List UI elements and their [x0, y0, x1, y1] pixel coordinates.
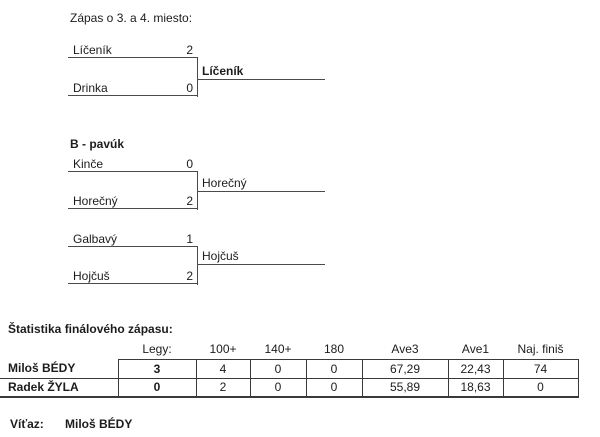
stats-value-ave3: 55,89	[361, 378, 448, 398]
stats-header-140plus: 140+	[264, 342, 292, 357]
stats-table: Legy: 100+ 140+ 180 Ave3 Ave1 Naj. finiš…	[0, 340, 579, 398]
stats-value-140plus: 0	[249, 378, 306, 398]
stats-header-180: 180	[323, 342, 345, 357]
stats-player-name: Miloš BÉDY	[0, 359, 118, 379]
stats-header-100plus: 100+	[209, 342, 237, 357]
final-winner-name: Miloš BÉDY	[65, 417, 133, 431]
player-score: 1	[186, 232, 193, 246]
stats-row-player2: Radek ŽYLA 0 2 0 0 55,89 18,63 0	[0, 378, 579, 398]
stats-value-140plus: 0	[249, 358, 306, 379]
stats-value-ave1: 22,43	[447, 358, 503, 379]
third-place-title: Zápas o 3. a 4. miesto:	[70, 11, 193, 25]
stats-value-ave3: 67,29	[361, 358, 448, 379]
stats-value-180: 0	[305, 358, 362, 379]
stats-value-best-finish: 74	[502, 358, 579, 379]
player-score: 2	[186, 43, 193, 57]
third-place-winner: Líčeník	[197, 64, 325, 80]
player-name: Horečný	[73, 194, 118, 208]
stats-header-ave3: Ave3	[391, 342, 419, 357]
stats-title: Štatistika finálového zápasu:	[8, 322, 173, 336]
player-score: 0	[186, 157, 193, 171]
third-place-row-player1: Líčeník 2	[68, 44, 198, 58]
player-name: Drinka	[73, 81, 108, 95]
stats-header-best-finish: Naj. finiš	[517, 342, 564, 357]
bracket-connector-line	[197, 247, 198, 285]
stats-header-row: Legy: 100+ 140+ 180 Ave3 Ave1 Naj. finiš	[0, 340, 578, 359]
third-place-row-player2: Drinka 0	[68, 82, 198, 96]
stats-value-100plus: 2	[195, 378, 250, 398]
bracket-b-match2-row-player1: Galbavý 1	[68, 233, 198, 247]
player-score: 2	[186, 269, 193, 283]
stats-header-ave1: Ave1	[461, 342, 490, 357]
player-name: Kinče	[73, 157, 104, 171]
stats-value-100plus: 4	[195, 358, 250, 379]
stats-row-player1: Miloš BÉDY 3 4 0 0 67,29 22,43 74	[0, 358, 579, 379]
bracket-b-match2-row-player2: Hojčuš 2	[68, 270, 198, 284]
stats-header-legy: Legy:	[142, 342, 172, 357]
bracket-b-match1-row-player2: Horečný 2	[68, 195, 198, 209]
player-name: Líčeník	[73, 43, 112, 57]
stats-value-180: 0	[305, 378, 362, 398]
final-winner-label: Víťaz:	[10, 417, 44, 431]
stats-header-empty	[0, 340, 118, 359]
bracket-b-match2-winner: Hojčuš	[197, 249, 325, 265]
player-score: 0	[186, 81, 193, 95]
player-name: Galbavý	[73, 232, 118, 246]
player-name: Hojčuš	[73, 269, 110, 283]
stats-value-legy: 3	[117, 358, 196, 379]
player-score: 2	[186, 194, 193, 208]
stats-value-legy: 0	[117, 378, 196, 398]
bracket-b-title: B - pavúk	[70, 137, 125, 151]
bracket-b-match1-row-player1: Kinče 0	[68, 158, 198, 172]
stats-value-best-finish: 0	[502, 378, 579, 398]
bracket-b-match1-winner: Horečný	[197, 176, 325, 192]
bracket-connector-line	[197, 172, 198, 210]
stats-player-name: Radek ŽYLA	[0, 378, 118, 398]
stats-value-ave1: 18,63	[447, 378, 503, 398]
bracket-connector-line	[197, 58, 198, 97]
